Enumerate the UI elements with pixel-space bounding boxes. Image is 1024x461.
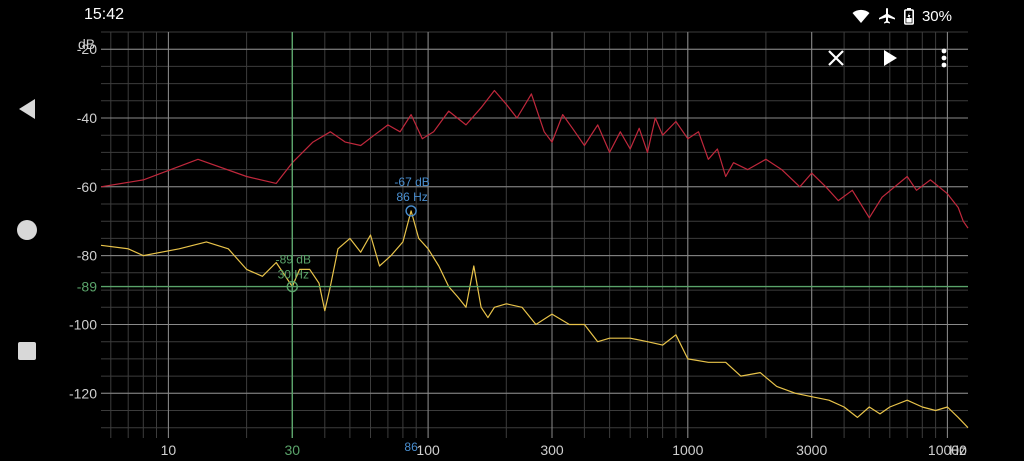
series-lower-line xyxy=(100,210,969,429)
battery-icon xyxy=(903,7,914,25)
x-tick-label: 10000 xyxy=(928,442,967,458)
x-tick-label: 1000 xyxy=(672,442,703,458)
y-axis-unit-label: dB xyxy=(78,36,95,52)
y-tick-label: -100 xyxy=(69,317,97,333)
y-tick-label: -80 xyxy=(77,248,97,264)
series-upper-line xyxy=(100,89,969,229)
peak-freq-axis-label: 86 xyxy=(404,440,418,454)
plot-toolbar xyxy=(822,44,958,72)
play-icon xyxy=(884,50,897,66)
status-icons: 30% xyxy=(852,5,952,27)
cursor-db-readout: -89 dB xyxy=(276,253,311,267)
cursor-marker xyxy=(286,280,298,293)
cursor-level-axis-label: -89 xyxy=(77,279,97,295)
y-tick-label: -20 xyxy=(77,41,97,57)
peak-marker-circle xyxy=(405,205,417,217)
y-tick-label: -120 xyxy=(69,385,97,401)
x-axis-tick-labels: 10 100 300 1000 3000 10000 xyxy=(161,442,967,458)
x-tick-label: 10 xyxy=(161,442,177,458)
wifi-icon xyxy=(852,9,870,23)
more-options-button[interactable] xyxy=(930,44,958,72)
x-axis-unit-label: Hz xyxy=(949,442,966,458)
x-tick-label: 100 xyxy=(416,442,440,458)
peak-db-readout: -67 dB xyxy=(394,175,429,189)
close-button[interactable] xyxy=(822,44,850,72)
plot-grid xyxy=(101,31,968,438)
x-tick-label: 3000 xyxy=(796,442,827,458)
airplane-mode-icon xyxy=(878,8,895,24)
series-lower-path xyxy=(100,210,969,429)
close-icon xyxy=(828,50,844,66)
home-circle-icon xyxy=(17,220,37,240)
x-tick-label: 300 xyxy=(540,442,564,458)
play-button[interactable] xyxy=(876,44,904,72)
status-clock: 15:42 xyxy=(84,6,125,23)
peak-hz-readout: 86 Hz xyxy=(396,190,427,204)
back-button[interactable] xyxy=(14,96,40,122)
cursor-hz-readout: 30 Hz xyxy=(278,268,309,282)
recents-square-icon xyxy=(18,342,36,360)
home-button[interactable] xyxy=(14,217,40,243)
back-triangle-icon xyxy=(19,99,35,119)
y-tick-label: -60 xyxy=(77,179,97,195)
y-axis-tick-labels: -20 -40 -60 -80 -100 -120 xyxy=(69,41,97,401)
more-vertical-icon xyxy=(941,48,947,68)
status-bar: 15:42 30% xyxy=(0,0,1024,32)
series-upper-path xyxy=(100,89,969,229)
battery-percentage: 30% xyxy=(921,7,952,25)
y-tick-label: -40 xyxy=(77,110,97,126)
recents-button[interactable] xyxy=(14,338,40,364)
cursor-freq-axis-label: 30 xyxy=(285,442,301,458)
navigation-bar xyxy=(0,0,56,461)
